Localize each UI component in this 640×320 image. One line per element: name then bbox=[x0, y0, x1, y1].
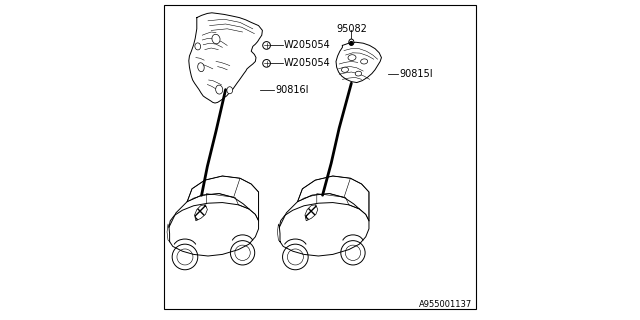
Text: 90815I: 90815I bbox=[399, 69, 433, 79]
Ellipse shape bbox=[216, 85, 223, 94]
Ellipse shape bbox=[342, 67, 348, 72]
Ellipse shape bbox=[349, 39, 354, 45]
Circle shape bbox=[349, 42, 353, 45]
Ellipse shape bbox=[227, 87, 233, 94]
Ellipse shape bbox=[212, 34, 220, 44]
Text: 95082: 95082 bbox=[336, 24, 367, 34]
Polygon shape bbox=[305, 205, 317, 221]
Ellipse shape bbox=[198, 63, 204, 72]
Circle shape bbox=[172, 244, 198, 270]
Text: 90816I: 90816I bbox=[275, 85, 308, 95]
Circle shape bbox=[230, 241, 255, 265]
Text: A955001137: A955001137 bbox=[419, 300, 472, 309]
Ellipse shape bbox=[361, 59, 367, 64]
Ellipse shape bbox=[348, 55, 356, 60]
Circle shape bbox=[283, 244, 308, 270]
Ellipse shape bbox=[355, 71, 362, 76]
Text: W205054: W205054 bbox=[284, 58, 331, 68]
Ellipse shape bbox=[195, 43, 201, 50]
Text: W205054: W205054 bbox=[284, 40, 331, 51]
Circle shape bbox=[340, 241, 365, 265]
Polygon shape bbox=[195, 205, 207, 221]
